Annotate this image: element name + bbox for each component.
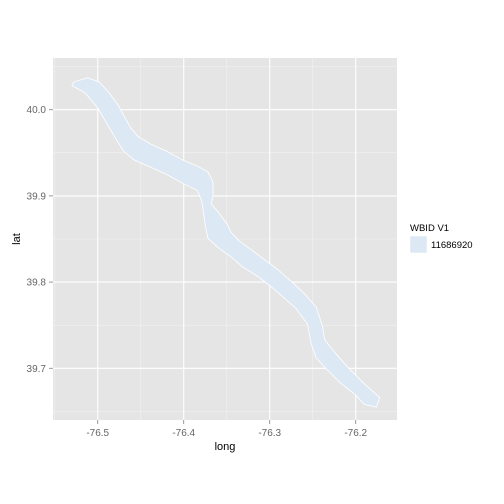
y-tick-label: 39.9 xyxy=(27,191,47,202)
x-axis-title: long xyxy=(215,441,236,453)
x-tick-label: -76.5 xyxy=(86,428,109,439)
y-tick-label: 40.0 xyxy=(27,105,47,116)
y-axis-title: lat xyxy=(11,233,23,245)
legend-title: WBID V1 xyxy=(410,223,449,234)
y-tick-label: 39.8 xyxy=(27,278,47,289)
x-axis-ticks: -76.5 -76.4 -76.3 -76.2 xyxy=(86,420,368,439)
legend-label: 11686920 xyxy=(431,240,473,251)
legend: WBID V1 11686920 xyxy=(409,223,473,254)
grid-major xyxy=(53,58,397,420)
x-tick-label: -76.3 xyxy=(258,428,281,439)
y-axis-ticks: 39.7 39.8 39.9 40.0 xyxy=(27,105,53,375)
waterbody-polygon xyxy=(71,77,381,408)
x-tick-label: -76.2 xyxy=(344,428,367,439)
polygon-layer xyxy=(71,77,381,408)
x-tick-label: -76.4 xyxy=(172,428,195,439)
y-tick-label: 39.7 xyxy=(27,364,47,375)
legend-key xyxy=(409,235,428,254)
